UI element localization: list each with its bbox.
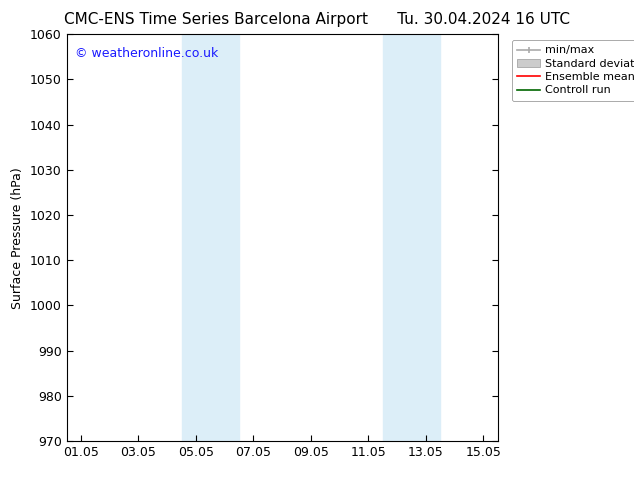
Y-axis label: Surface Pressure (hPa): Surface Pressure (hPa) [11,167,24,309]
Text: © weatheronline.co.uk: © weatheronline.co.uk [75,47,219,59]
Text: CMC-ENS Time Series Barcelona Airport      Tu. 30.04.2024 16 UTC: CMC-ENS Time Series Barcelona Airport Tu… [64,12,570,27]
Bar [181,34,239,441]
Legend: min/max, Standard deviation, Ensemble mean run, Controll run: min/max, Standard deviation, Ensemble me… [512,40,634,101]
Bar [383,34,440,441]
